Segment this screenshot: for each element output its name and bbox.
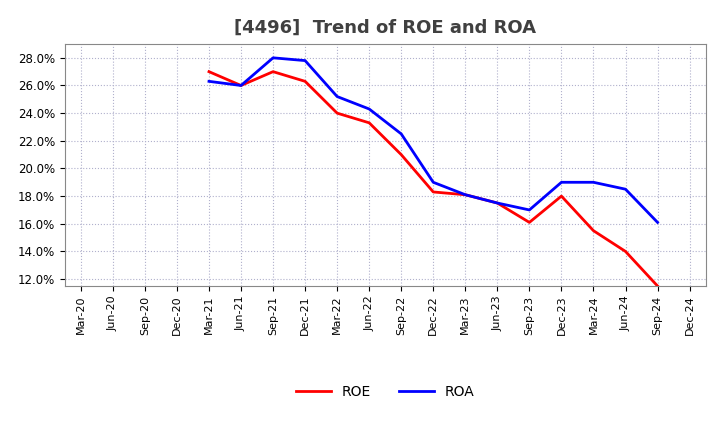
ROE: [653, 283, 662, 289]
ROA: [333, 94, 341, 99]
Legend: ROE, ROA: ROE, ROA: [290, 380, 480, 405]
ROE: [621, 249, 630, 254]
ROE: [461, 192, 469, 198]
ROA: [204, 79, 213, 84]
Title: [4496]  Trend of ROE and ROA: [4496] Trend of ROE and ROA: [234, 19, 536, 37]
ROA: [461, 192, 469, 198]
ROE: [557, 194, 566, 199]
ROA: [493, 200, 502, 205]
ROE: [493, 200, 502, 205]
ROE: [525, 220, 534, 225]
ROA: [589, 180, 598, 185]
ROA: [525, 207, 534, 213]
ROE: [397, 152, 405, 157]
ROA: [557, 180, 566, 185]
ROE: [365, 120, 374, 125]
ROE: [589, 228, 598, 233]
ROA: [365, 106, 374, 112]
ROE: [301, 79, 310, 84]
ROA: [653, 220, 662, 225]
ROA: [621, 187, 630, 192]
ROE: [204, 69, 213, 74]
Line: ROE: ROE: [209, 72, 657, 286]
ROA: [397, 131, 405, 136]
ROE: [237, 83, 246, 88]
ROA: [269, 55, 277, 60]
ROA: [237, 83, 246, 88]
Line: ROA: ROA: [209, 58, 657, 222]
ROE: [429, 189, 438, 194]
ROA: [301, 58, 310, 63]
ROE: [269, 69, 277, 74]
ROA: [429, 180, 438, 185]
ROE: [333, 110, 341, 116]
